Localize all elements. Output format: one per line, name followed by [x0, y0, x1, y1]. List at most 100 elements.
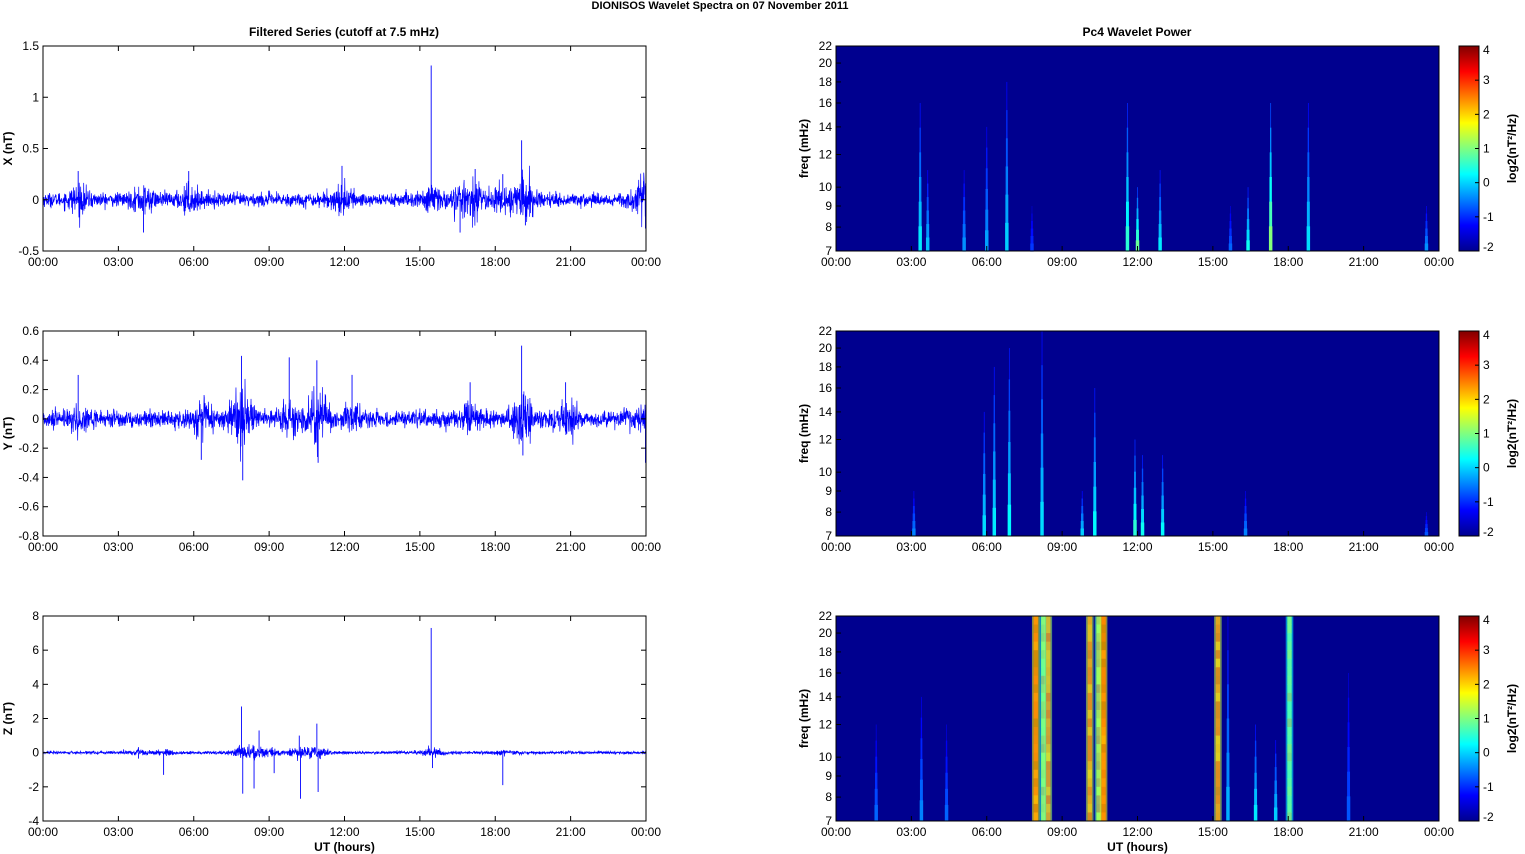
- burst-segment: [1030, 236, 1034, 245]
- y-tick-label: 0.6: [22, 324, 39, 338]
- burst-segment: [1142, 455, 1143, 470]
- burst-segment: [1159, 170, 1161, 185]
- x-tick-label: 18:00: [1273, 540, 1303, 554]
- burst-segment: [1041, 365, 1043, 400]
- burst-segment: [1094, 388, 1096, 414]
- burst-segment: [919, 103, 921, 129]
- power-background: [836, 331, 1439, 536]
- burst-segment: [945, 772, 948, 790]
- burst-segment: [963, 197, 966, 212]
- y-tick-label: 0: [32, 412, 39, 426]
- x-tick-label: 18:00: [480, 825, 510, 839]
- burst-segment: [993, 451, 996, 481]
- colorbar-label: log2(nT²/Hz): [1505, 399, 1519, 468]
- burst-segment: [1275, 753, 1277, 768]
- x-tick-label: 15:00: [1198, 825, 1228, 839]
- burst-segment: [963, 183, 965, 198]
- y-tick-label: 18: [819, 75, 833, 89]
- y-tick-label: 14: [819, 405, 833, 419]
- x-tick-label: 03:00: [103, 255, 133, 269]
- x-tick-label: 12:00: [1122, 255, 1152, 269]
- burst-segment: [1226, 718, 1230, 754]
- burst-segment: [1254, 756, 1257, 774]
- x-tick-label: 15:00: [1198, 540, 1228, 554]
- x-tick-label: 21:00: [556, 825, 586, 839]
- burst-segment: [1005, 138, 1008, 168]
- x-tick-label: 06:00: [179, 825, 209, 839]
- burst-segment: [927, 170, 929, 185]
- y-tick-label: 16: [819, 381, 833, 395]
- burst-segment: [1005, 222, 1009, 252]
- x-tick-label: 21:00: [1349, 540, 1379, 554]
- burst-segment: [983, 453, 986, 475]
- burst-segment: [986, 147, 988, 169]
- plot-frame: [42, 45, 647, 252]
- colorbar-tick-label: 4: [1483, 328, 1490, 342]
- colorbar-tick-label: 1: [1483, 712, 1490, 726]
- burst-segment: [1347, 771, 1351, 797]
- burst-segment: [992, 479, 996, 509]
- burst-segment: [1161, 495, 1164, 510]
- burst-segment: [1348, 673, 1349, 699]
- burst-segment: [1307, 127, 1310, 153]
- burst-segment: [1275, 740, 1277, 755]
- burst-segment: [1425, 520, 1428, 525]
- burst-segment: [1269, 177, 1272, 203]
- burst-segment: [874, 804, 878, 821]
- burst-segment: [1126, 127, 1129, 153]
- burst-segment: [1081, 513, 1084, 522]
- burst-segment: [912, 521, 916, 530]
- burst-segment: [1306, 201, 1310, 227]
- x-tick-label: 18:00: [480, 540, 510, 554]
- burst-halo: [1044, 616, 1053, 821]
- burst-segment: [1041, 331, 1043, 366]
- power-bursts: [912, 331, 1429, 536]
- x-tick-label: 00:00: [28, 825, 58, 839]
- colorbar-tick-label: 2: [1483, 392, 1490, 406]
- y-tick-label: 12: [819, 718, 833, 732]
- burst-segment: [1246, 219, 1250, 231]
- burst-segment: [1425, 516, 1428, 521]
- y-tick-label: 8: [825, 220, 832, 234]
- colorbar-label: log2(nT²/Hz): [1505, 114, 1519, 183]
- y-tick-label: 7: [825, 529, 832, 543]
- burst-segment: [1426, 512, 1427, 517]
- y-tick-label: 14: [819, 690, 833, 704]
- burst-segment: [918, 201, 922, 227]
- x-tick-label: 03:00: [103, 540, 133, 554]
- x-tick-label: 00:00: [28, 255, 58, 269]
- burst-segment: [1040, 501, 1044, 536]
- colorbar-tick-label: -1: [1483, 210, 1494, 224]
- trace-line: [43, 744, 646, 761]
- power-bursts: [874, 616, 1351, 821]
- burst-segment: [1162, 455, 1164, 470]
- burst-segment: [1040, 467, 1044, 503]
- y-tick-label: 22: [819, 609, 833, 623]
- y-tick-label: -0.6: [18, 500, 39, 514]
- burst-segment: [1229, 228, 1232, 237]
- x-tick-label: 09:00: [1047, 255, 1077, 269]
- burst-segment: [1006, 81, 1008, 111]
- burst-segment: [1253, 804, 1258, 821]
- burst-segment: [1007, 473, 1011, 506]
- burst-segment: [1136, 229, 1139, 241]
- power-bursts: [918, 81, 1429, 252]
- y-tick-label: -4: [28, 814, 39, 828]
- burst-segment: [912, 528, 916, 536]
- burst-segment: [926, 224, 930, 239]
- burst-segment: [1136, 208, 1139, 220]
- burst-segment: [1269, 152, 1272, 178]
- colorbar-label: log2(nT²/Hz): [1505, 684, 1519, 753]
- y-tick-label: 9: [825, 484, 832, 498]
- colorbar-tick-label: 1: [1483, 142, 1490, 156]
- y-tick-label: 0.4: [22, 353, 39, 367]
- colorbar-tick-label: 4: [1483, 43, 1490, 57]
- colorbar-tick-label: 3: [1483, 643, 1490, 657]
- y-tick-label: 20: [819, 56, 833, 70]
- burst-segment: [1041, 399, 1043, 435]
- burst-segment: [1136, 197, 1139, 210]
- burst-segment: [1424, 243, 1429, 252]
- burst-segment: [985, 188, 988, 211]
- colorbar-tick-label: 3: [1483, 73, 1490, 87]
- burst-segment: [985, 230, 989, 252]
